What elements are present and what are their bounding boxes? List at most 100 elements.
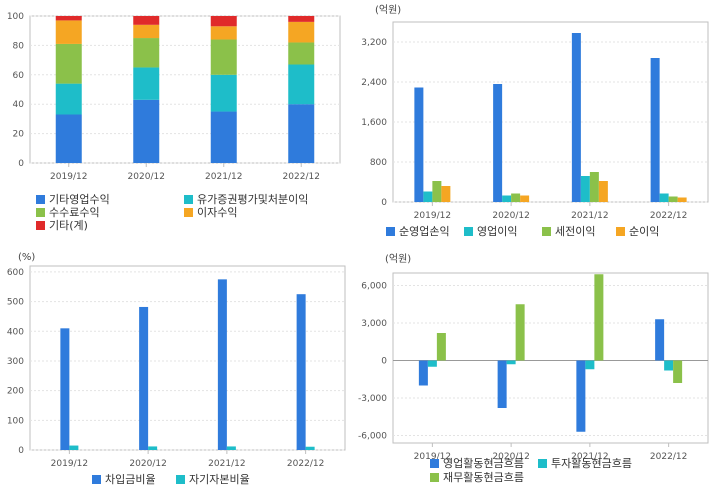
x-tick-label: 2019/12 <box>414 452 451 462</box>
legend-swatch <box>184 195 193 204</box>
bar-영업이익 <box>423 191 433 202</box>
x-tick-label: 2022/12 <box>287 459 324 469</box>
legend-label[interactable]: 순영업손익 <box>399 225 450 238</box>
legend-swatch <box>542 227 551 236</box>
bar-순영업손익 <box>414 87 424 202</box>
x-tick-label: 2022/12 <box>650 211 687 221</box>
y-tick-label: 20 <box>13 130 25 140</box>
bar-이자수익 <box>133 24 160 39</box>
bar-유가증권평가및처분이익 <box>210 74 237 112</box>
legend-label[interactable]: 영업활동현금흐름 <box>443 456 524 470</box>
x-tick-label: 2022/12 <box>283 172 320 182</box>
legend-label[interactable]: 순이익 <box>629 225 659 238</box>
legend-swatch <box>430 459 439 468</box>
legend-label[interactable]: 기타영업수익 <box>49 193 110 206</box>
bar-자기자본비율 <box>148 446 158 450</box>
bar-세전이익 <box>589 172 599 202</box>
legend-swatch <box>36 195 45 204</box>
bar-기타(계) <box>55 16 82 21</box>
legend-swatch <box>184 208 193 217</box>
y-tick-label: 100 <box>7 12 24 22</box>
x-tick-label: 2020/12 <box>492 211 529 221</box>
bar-자기자본비율 <box>69 445 79 450</box>
legend-label[interactable]: 기타(계) <box>49 219 88 232</box>
bar-기타(계) <box>288 16 315 22</box>
y-tick-label: 600 <box>7 268 24 278</box>
y-tick-label: 40 <box>13 100 25 110</box>
x-tick-label: 2021/12 <box>205 172 242 182</box>
x-tick-label: 2021/12 <box>571 211 608 221</box>
legend-swatch <box>464 227 473 236</box>
y-tick-label: 0 <box>381 198 387 208</box>
bar-영업이익 <box>502 195 512 202</box>
bar-세전이익 <box>511 193 521 202</box>
bar-재무활동현금흐름 <box>515 304 525 361</box>
y-tick-label: 0 <box>18 446 24 456</box>
legend-label[interactable]: 유가증권평가및처분이익 <box>197 193 308 206</box>
bar-재무활동현금흐름 <box>594 274 604 361</box>
x-tick-label: 2021/12 <box>208 459 245 469</box>
bar-기타영업수익 <box>210 111 237 163</box>
y-tick-label: 3,200 <box>361 38 387 48</box>
bar-세전이익 <box>668 196 678 202</box>
legend-swatch <box>176 475 185 484</box>
legend-swatch <box>430 473 439 482</box>
bar-유가증권평가및처분이익 <box>288 64 315 105</box>
x-tick-label: 2019/12 <box>51 459 88 469</box>
legend-swatch <box>36 208 45 217</box>
bar-영업활동현금흐름 <box>655 319 665 361</box>
bar-수수료수익 <box>55 43 82 84</box>
legend-label[interactable]: 차입금비율 <box>105 473 156 486</box>
y-tick-label: -6,000 <box>358 432 387 442</box>
bar-투자활동현금흐름 <box>585 360 595 370</box>
legend-label[interactable]: 세전이익 <box>555 225 595 238</box>
legend-swatch <box>616 227 625 236</box>
bar-순이익 <box>677 197 687 202</box>
bar-영업활동현금흐름 <box>497 360 507 408</box>
bar-수수료수익 <box>210 39 237 75</box>
legend-label[interactable]: 이자수익 <box>197 206 237 219</box>
legend-label[interactable]: 수수료수익 <box>49 206 100 219</box>
bar-유가증권평가및처분이익 <box>133 67 160 100</box>
bar-투자활동현금흐름 <box>427 360 437 367</box>
bar-세전이익 <box>432 181 442 202</box>
bar-영업이익 <box>580 176 590 202</box>
x-tick-label: 2021/12 <box>571 452 608 462</box>
bar-순이익 <box>520 195 530 202</box>
bar-자기자본비율 <box>226 446 236 450</box>
y-tick-label: 200 <box>7 387 24 397</box>
bar-재무활동현금흐름 <box>436 333 446 361</box>
x-tick-label: 2020/12 <box>129 459 166 469</box>
bar-순이익 <box>598 181 608 202</box>
x-tick-label: 2022/12 <box>650 452 687 462</box>
bar-순영업손익 <box>650 58 660 202</box>
y-tick-label: 0 <box>18 159 24 169</box>
legend-label[interactable]: 투자활동현금흐름 <box>551 456 632 470</box>
bar-영업활동현금흐름 <box>418 360 428 386</box>
legend-swatch <box>92 475 101 484</box>
bar-차입금비율 <box>217 279 227 450</box>
bar-차입금비율 <box>139 306 149 450</box>
legend-label[interactable]: 자기자본비율 <box>189 473 250 486</box>
y-tick-label: 60 <box>13 71 25 81</box>
bar-투자활동현금흐름 <box>664 360 674 371</box>
y-tick-label: 1,600 <box>361 118 387 128</box>
y-tick-label: 400 <box>7 327 24 337</box>
bar-이자수익 <box>55 20 82 44</box>
legend-label[interactable]: 재무활동현금흐름 <box>443 470 524 484</box>
bar-기타영업수익 <box>133 99 160 163</box>
y-tick-label: 0 <box>381 357 387 367</box>
y-tick-label: 80 <box>13 41 25 51</box>
bar-순이익 <box>441 186 451 202</box>
chart-4: -6,000 -3,000 0 3,000 6,000 2019/12 2020/12 202… <box>358 253 709 484</box>
unit-label: (억원) <box>375 4 401 16</box>
chart-3: 0 100 200 300 400 500 600 2019/12 2020/12 2021/12… <box>7 252 346 486</box>
legend-swatch <box>538 459 547 468</box>
x-tick-label: 2019/12 <box>414 211 451 221</box>
unit-label: (%) <box>18 252 35 263</box>
bar-재무활동현금흐름 <box>673 360 683 383</box>
bar-기타영업수익 <box>288 104 315 163</box>
legend-label[interactable]: 영업이익 <box>477 225 517 238</box>
x-tick-label: 2019/12 <box>50 172 87 182</box>
bar-기타영업수익 <box>55 114 82 163</box>
